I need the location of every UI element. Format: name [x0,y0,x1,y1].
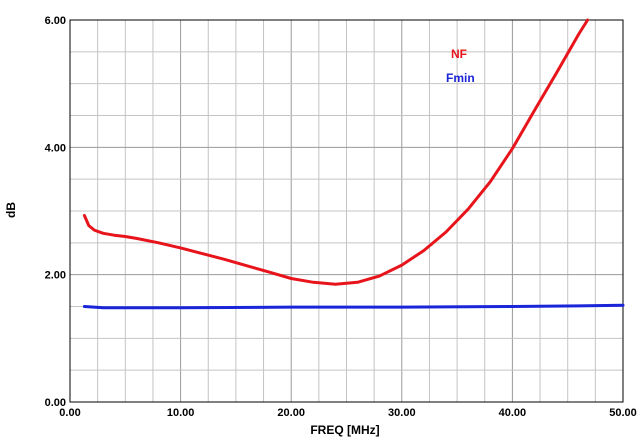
y-axis-ticks: 0.00 2.00 4.00 6.00 [45,15,66,409]
x-tick-label: 10.00 [167,407,195,419]
y-tick-label: 0.00 [45,397,66,409]
y-axis-label: dB [4,202,18,218]
x-axis-ticks: 0.00 10.00 20.00 30.00 40.00 50.00 [59,407,636,419]
x-axis-label: FREQ [MHz] [310,423,379,437]
series-line-fmin [82,303,625,310]
y-tick-label: 2.00 [45,270,66,282]
x-tick-label: 20.00 [277,407,305,419]
x-tick-label: 0.00 [59,407,80,419]
x-tick-label: 30.00 [388,407,416,419]
grid-lines [70,20,623,402]
series-lines [82,18,625,310]
x-tick-label: 50.00 [609,407,637,419]
x-tick-label: 40.00 [499,407,527,419]
legend-nf: NF [451,47,467,61]
plot-frame [69,19,624,403]
y-tick-label: 4.00 [45,142,66,154]
y-tick-label: 6.00 [45,15,66,27]
series-line-nf [82,18,590,286]
legend-fmin: Fmin [446,71,475,85]
